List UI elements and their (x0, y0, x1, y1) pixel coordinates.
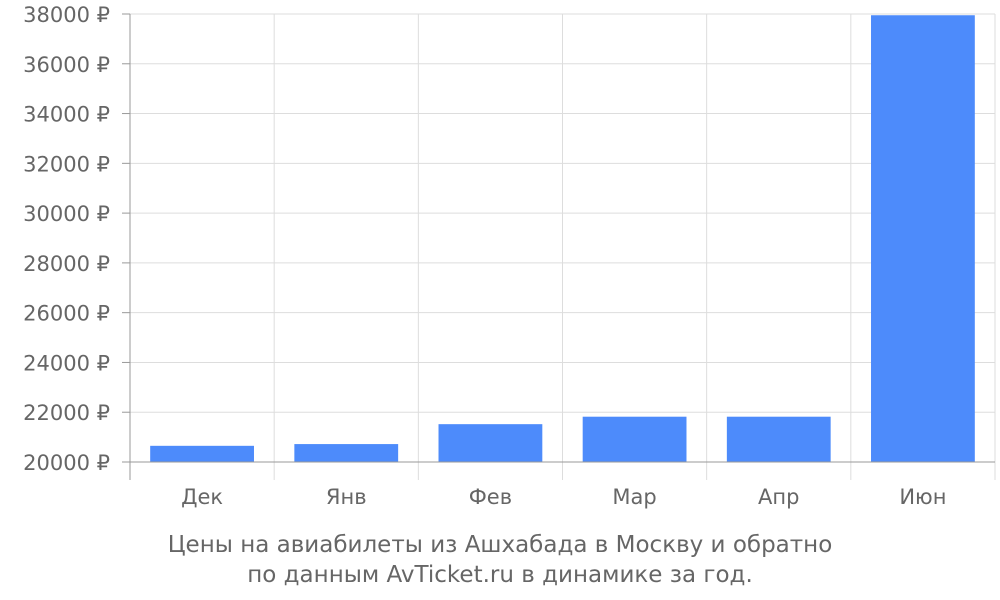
y-tick-label: 20000 ₽ (23, 451, 110, 475)
bar-Мар (582, 416, 687, 462)
bars (150, 15, 975, 462)
x-tick-label: Фев (469, 485, 512, 509)
y-tick-label: 30000 ₽ (23, 202, 110, 226)
x-tick-label: Дек (181, 485, 223, 509)
bar-Июн (871, 15, 975, 462)
y-tick-label: 22000 ₽ (23, 401, 110, 425)
axes (122, 13, 995, 480)
y-tick-label: 38000 ₽ (23, 3, 110, 27)
y-tick-label: 34000 ₽ (23, 103, 110, 127)
bar-Апр (726, 416, 831, 462)
x-tick-label: Июн (899, 485, 946, 509)
y-tick-label: 36000 ₽ (23, 53, 110, 77)
grid-lines (130, 13, 996, 480)
chart-caption-line-2: по данным AvTicket.ru в динамике за год. (247, 562, 753, 588)
bar-Янв (294, 444, 399, 462)
x-tick-labels: Дек Янв Фев Мар Апр Июн (181, 485, 946, 509)
bar-Фев (438, 424, 543, 462)
y-tick-label: 24000 ₽ (23, 351, 110, 375)
y-tick-label: 28000 ₽ (23, 252, 110, 276)
y-tick-labels: 20000 ₽ 22000 ₽ 24000 ₽ 26000 ₽ 28000 ₽ 30000… (23, 3, 110, 475)
chart-caption-line-1: Цены на авиабилеты из Ашхабада в Москву … (167, 532, 833, 558)
bar-Дек (150, 445, 254, 462)
x-tick-label: Апр (758, 485, 799, 509)
x-tick-label: Янв (326, 485, 367, 509)
y-tick-label: 32000 ₽ (23, 152, 110, 176)
x-tick-label: Мар (612, 485, 656, 509)
y-tick-label: 26000 ₽ (23, 302, 110, 326)
